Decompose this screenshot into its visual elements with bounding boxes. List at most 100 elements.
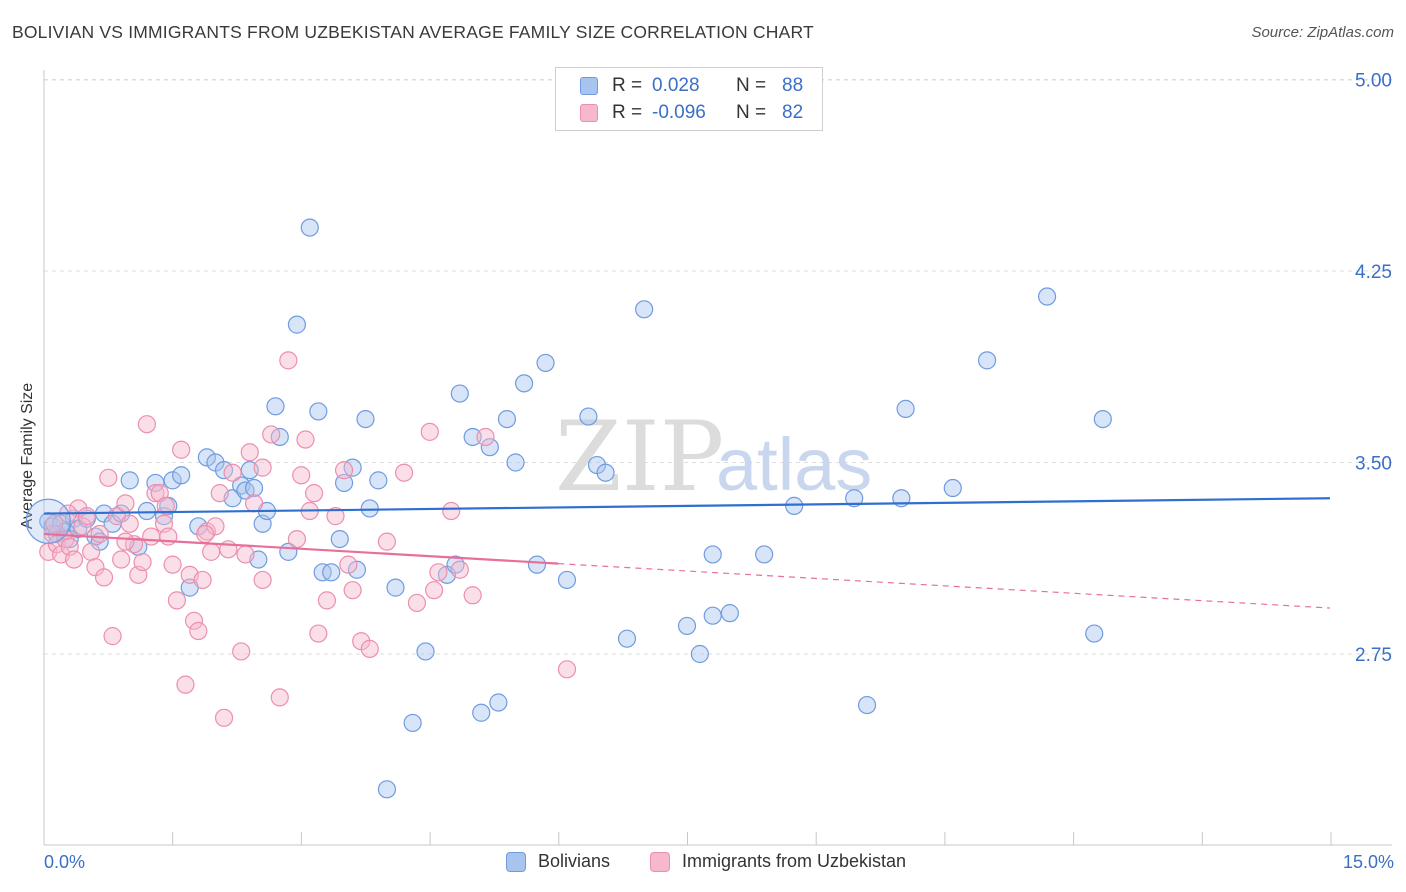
uzbekistan-point [156,496,175,516]
uzbekistan-point [193,570,212,590]
bolivian-point [943,478,962,498]
uzbekistan-point [450,560,469,579]
uzbekistan-point [112,550,131,569]
y-tick-label: 2.75 [1355,645,1392,666]
bolivian-point [785,496,804,516]
uzbekistan-point [407,593,427,613]
legend-n-value: 88 [782,75,804,96]
bolivian-point [703,606,722,625]
bolivian-point [635,300,654,319]
bolivian-point [977,351,997,370]
series-label-uzbekistan: Immigrants from Uzbekistan [682,851,907,871]
bolivian-point [506,453,525,472]
x-tick-label-max: 15.0% [1342,852,1394,872]
series-swatch-pink [650,851,670,872]
uzbekistan-point [442,501,461,521]
uzbekistan-point [394,463,414,482]
correlation-legend: R = 0.028 N = 88 R = -0.096 N = 82 [555,67,823,131]
uzbekistan-point [214,708,234,727]
watermark: ZIP atlas [555,401,872,513]
series-legend: Bolivians Immigrants from Uzbekistan [0,851,1406,877]
uzbekistan-point [420,422,439,441]
bolivian-point [347,560,367,579]
uzbekistan-point [133,552,152,572]
uzbekistan-point [253,458,272,477]
watermark-atlas: atlas [716,423,872,506]
bolivian-point [450,384,469,403]
bolivian-point [536,353,555,373]
bolivian-point [557,570,577,590]
bolivian-point [377,780,397,799]
trend-layer [43,497,1331,609]
bolivian-point [244,478,264,498]
legend-n-label: N = [736,75,767,96]
bolivian-point [596,463,615,482]
bolivian-point [300,218,319,237]
bolivian-point [287,315,307,334]
uzbekistan-point [240,443,259,462]
grid-layer [44,79,1392,655]
uzbekistan-point [296,430,315,449]
bolivian-point [515,374,534,393]
uzbekistan-point [99,468,118,487]
bolivian-point [322,563,341,582]
uzbekistan-point [73,517,92,536]
bolivian-point [334,473,354,493]
uzbekistan-point [292,466,311,485]
uzbekistan-point [142,527,161,546]
uzbekistan-point [262,425,281,444]
uzbekistan-point [309,624,328,643]
uzbekistan-point [172,440,191,459]
bolivian-point [845,489,864,508]
bolivian-point [720,604,739,623]
bolivian-point [527,555,547,574]
axis-layer [43,70,1392,846]
uzbekistan-point [334,461,354,480]
bolivian-point [416,642,435,661]
bolivian-point [360,499,379,518]
uzbekistan-point [360,639,379,658]
uzbekistan-point [184,611,204,630]
uzbekistan-point [210,484,229,503]
bolivian-point [857,695,877,715]
uzbekistan-point [326,507,345,526]
bolivian-point [497,409,517,429]
bolivian-point [1085,624,1104,643]
uzbekistan-point [206,517,225,536]
watermark-zip: ZIP [555,401,724,513]
series-legend-bolivians[interactable]: Bolivians [506,851,610,872]
bolivian-point [617,629,637,648]
uzbekistan-point [196,524,215,544]
uzbekistan-point [304,484,324,503]
uzbekistan-point [244,494,264,513]
uzbekistan-point [317,591,337,610]
bolivian-point [197,448,216,467]
bolivian-point [137,501,156,521]
bolivian-point [1093,409,1112,429]
uzbekistan-point [236,545,255,564]
legend-r-label: R = [612,75,643,96]
legend-r-value: 0.028 [652,75,700,96]
uzbekistan-point [45,514,64,533]
series-legend-uzbekistan[interactable]: Immigrants from Uzbekistan [650,851,906,872]
uzbekistan-point [90,524,109,544]
legend-r-label: R = [612,102,643,123]
uzbekistan-point [232,642,251,661]
uzbekistan-point [94,568,114,587]
uzbekistan-point [64,550,84,569]
y-tick-labels: 5.00 4.25 3.50 2.75 [1355,71,1392,667]
uzbekistan-trend-line-projection [558,563,1331,609]
bolivian-point [703,545,722,564]
bolivian-point [463,427,482,447]
bolivian-point [309,402,328,421]
uzbekistan-point [557,660,577,679]
uzbekistan-point [163,555,182,574]
uzbekistan-point [116,532,135,551]
uzbekistan-point [377,532,397,551]
bolivian-point [690,644,709,664]
y-tick-label: 5.00 [1355,71,1392,92]
uzbekistan-point [167,591,186,610]
legend-n-label: N = [736,102,767,123]
bolivian-trend-line [43,497,1331,515]
